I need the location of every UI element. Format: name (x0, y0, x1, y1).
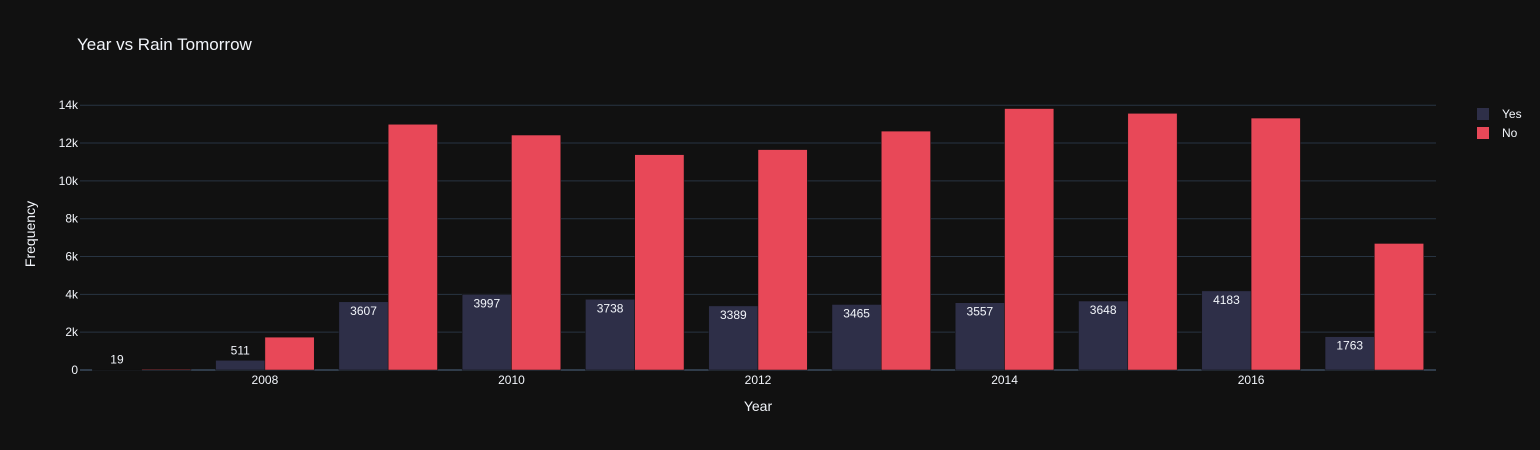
bar-no (141, 368, 192, 371)
bar-no (1250, 117, 1301, 371)
bar-yes (954, 302, 1005, 371)
bar-no (1127, 113, 1178, 371)
y-axis-ticks: 0 2k 4k 6k 8k 10k 12k 14k (59, 98, 79, 377)
x-tick-label: 2012 (745, 373, 772, 387)
bar-data-label: 3557 (967, 305, 994, 319)
y-tick-label: 0 (71, 363, 78, 377)
legend-label[interactable]: Yes (1502, 107, 1522, 121)
bar-data-label: 1763 (1336, 339, 1363, 353)
bar-yes (338, 301, 389, 371)
y-axis-title: Frequency (22, 201, 38, 267)
bar-yes (215, 360, 266, 371)
bar-no (634, 154, 685, 371)
bar-yes (1324, 336, 1375, 371)
bar-no (387, 124, 438, 371)
bar-data-label: 4183 (1213, 293, 1240, 307)
y-tick-label: 4k (65, 287, 79, 301)
y-tick-label: 12k (59, 136, 79, 150)
x-tick-label: 2010 (498, 373, 525, 387)
x-tick-label: 2014 (991, 373, 1018, 387)
bar-data-label: 3738 (597, 301, 624, 315)
bar-no (1374, 243, 1424, 371)
bar-no (511, 134, 562, 371)
x-tick-label: 2008 (252, 373, 279, 387)
chart-title: Year vs Rain Tomorrow (77, 35, 253, 54)
bar-no (881, 130, 931, 371)
bars: 19 511 3607 3997 3738 3389 3465 3557 3648 4183 176… (92, 108, 1424, 371)
bar-yes (461, 294, 512, 371)
bar-no (1004, 108, 1055, 371)
bar-data-label: 3648 (1090, 303, 1117, 317)
legend: Yes No (1477, 107, 1522, 140)
y-tick-label: 14k (59, 98, 79, 112)
bar-yes (585, 299, 635, 371)
legend-swatch[interactable] (1477, 127, 1489, 139)
y-tick-label: 10k (59, 174, 79, 188)
y-tick-label: 6k (65, 250, 79, 264)
bar-yes (92, 369, 142, 371)
x-axis-ticks: 2008 2010 2012 2014 2016 (252, 373, 1265, 387)
x-axis-title: Year (744, 398, 773, 414)
bar-data-label: 3465 (843, 306, 870, 320)
bar-no (757, 149, 808, 371)
legend-label[interactable]: No (1502, 126, 1518, 140)
bar-data-label: 511 (231, 343, 250, 357)
bar-yes (1201, 290, 1252, 371)
bar-data-label: 3389 (720, 308, 747, 322)
bar-yes (1078, 300, 1129, 371)
legend-swatch[interactable] (1477, 108, 1489, 120)
y-tick-label: 2k (65, 325, 79, 339)
x-tick-label: 2016 (1238, 373, 1265, 387)
y-tick-label: 8k (65, 212, 79, 226)
bar-data-label: 3997 (473, 296, 500, 310)
bar-data-label: 3607 (350, 304, 377, 318)
bar-data-label: 19 (110, 353, 124, 367)
bar-no (264, 336, 315, 371)
